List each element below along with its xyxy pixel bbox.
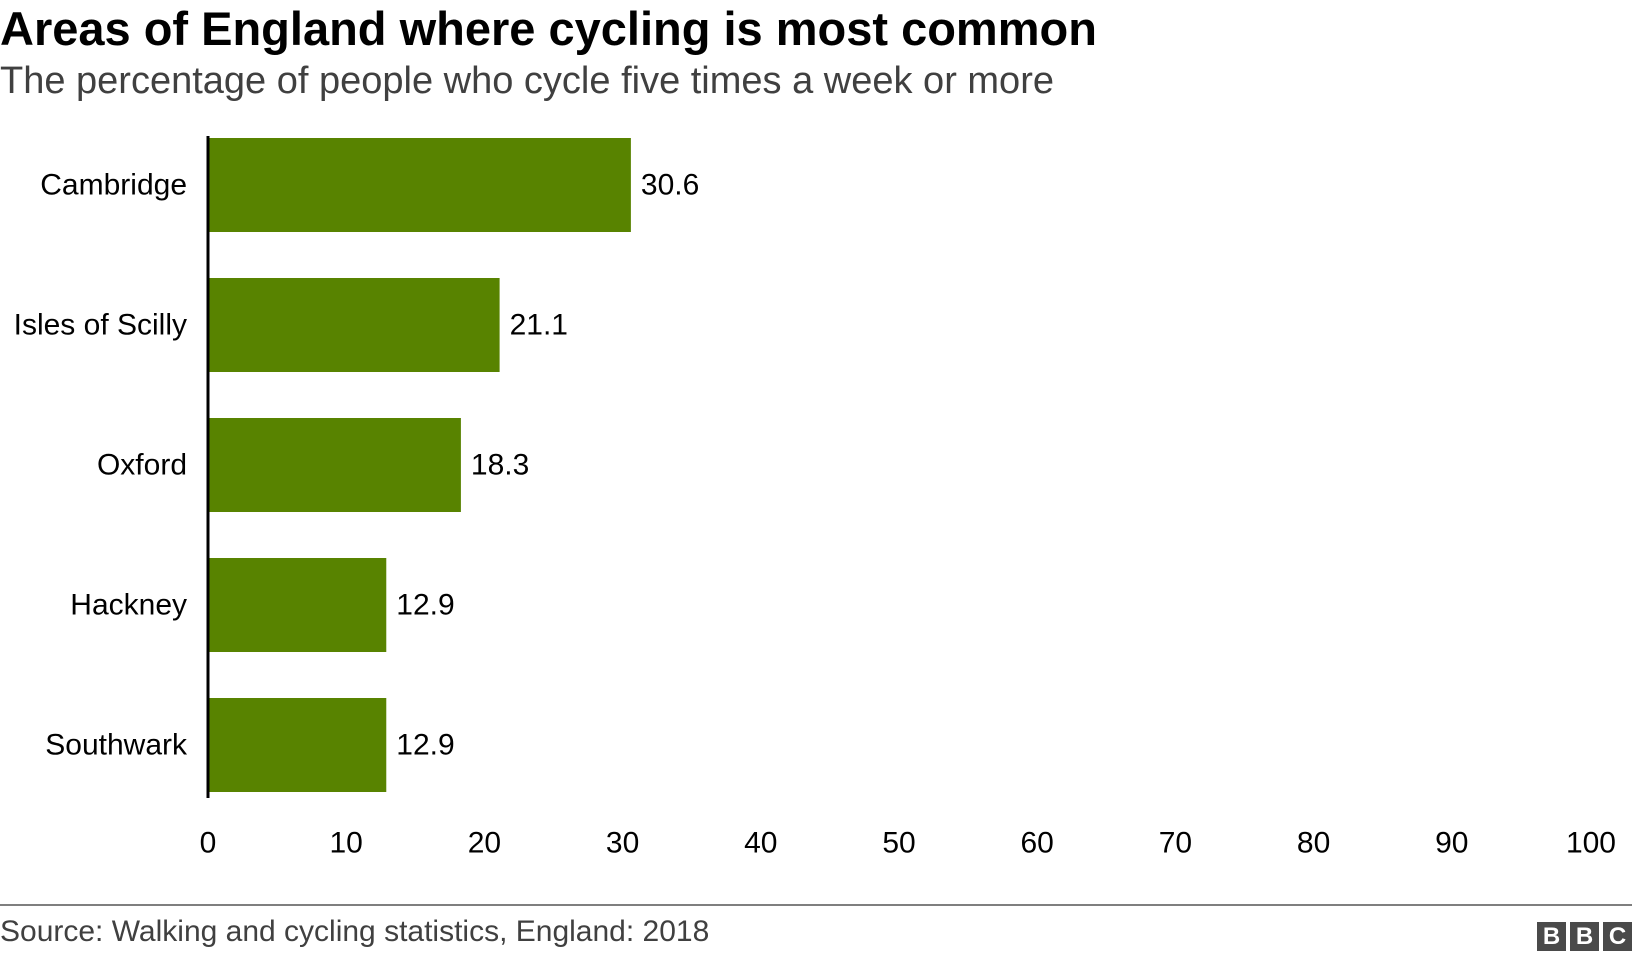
bar-4 [208, 698, 387, 792]
category-label-2: Oxford [97, 449, 187, 482]
bars-group [208, 138, 631, 792]
x-tick-label-1: 10 [330, 827, 363, 860]
x-tick-label-10: 100 [1566, 827, 1616, 860]
chart-subtitle: The percentage of people who cycle five … [0, 60, 1054, 102]
x-tick-label-6: 60 [1021, 827, 1054, 860]
data-label-1: 21.1 [510, 309, 568, 342]
x-tick-label-8: 80 [1297, 827, 1330, 860]
x-tick-label-4: 40 [744, 827, 777, 860]
footer-divider [0, 904, 1632, 906]
category-label-1: Isles of Scilly [14, 309, 187, 342]
x-tick-label-7: 70 [1159, 827, 1192, 860]
bar-0 [208, 138, 631, 232]
source-note: Source: Walking and cycling statistics, … [0, 915, 710, 948]
bar-chart: 30.6 21.1 18.3 12.9 12.9 Cambridge Isles of S… [14, 136, 1616, 860]
bar-3 [208, 558, 387, 652]
data-label-4: 12.9 [396, 729, 454, 762]
x-tick-label-5: 50 [882, 827, 915, 860]
bar-1 [208, 278, 500, 372]
data-labels-group: 30.6 21.1 18.3 12.9 12.9 [396, 169, 699, 762]
category-label-0: Cambridge [40, 169, 187, 202]
x-tick-label-2: 20 [468, 827, 501, 860]
chart-title: Areas of England where cycling is most c… [0, 2, 1097, 55]
data-label-0: 30.6 [641, 169, 699, 202]
category-label-4: Southwark [45, 729, 188, 762]
logo-letter-b1: B [1537, 922, 1566, 951]
bbc-logo: B B C [1537, 922, 1632, 951]
bar-2 [208, 418, 461, 512]
logo-letter-c: C [1603, 922, 1632, 951]
category-labels-group: Cambridge Isles of Scilly Oxford Hackney Sou… [14, 169, 188, 762]
x-tick-label-0: 0 [200, 827, 217, 860]
data-label-3: 12.9 [396, 589, 454, 622]
data-label-2: 18.3 [471, 449, 529, 482]
logo-letter-b2: B [1570, 922, 1599, 951]
x-tick-labels-group: 0 10 20 30 40 50 60 70 80 90 100 [200, 827, 1616, 860]
x-tick-label-9: 90 [1435, 827, 1468, 860]
category-label-3: Hackney [70, 589, 187, 622]
x-tick-label-3: 30 [606, 827, 639, 860]
